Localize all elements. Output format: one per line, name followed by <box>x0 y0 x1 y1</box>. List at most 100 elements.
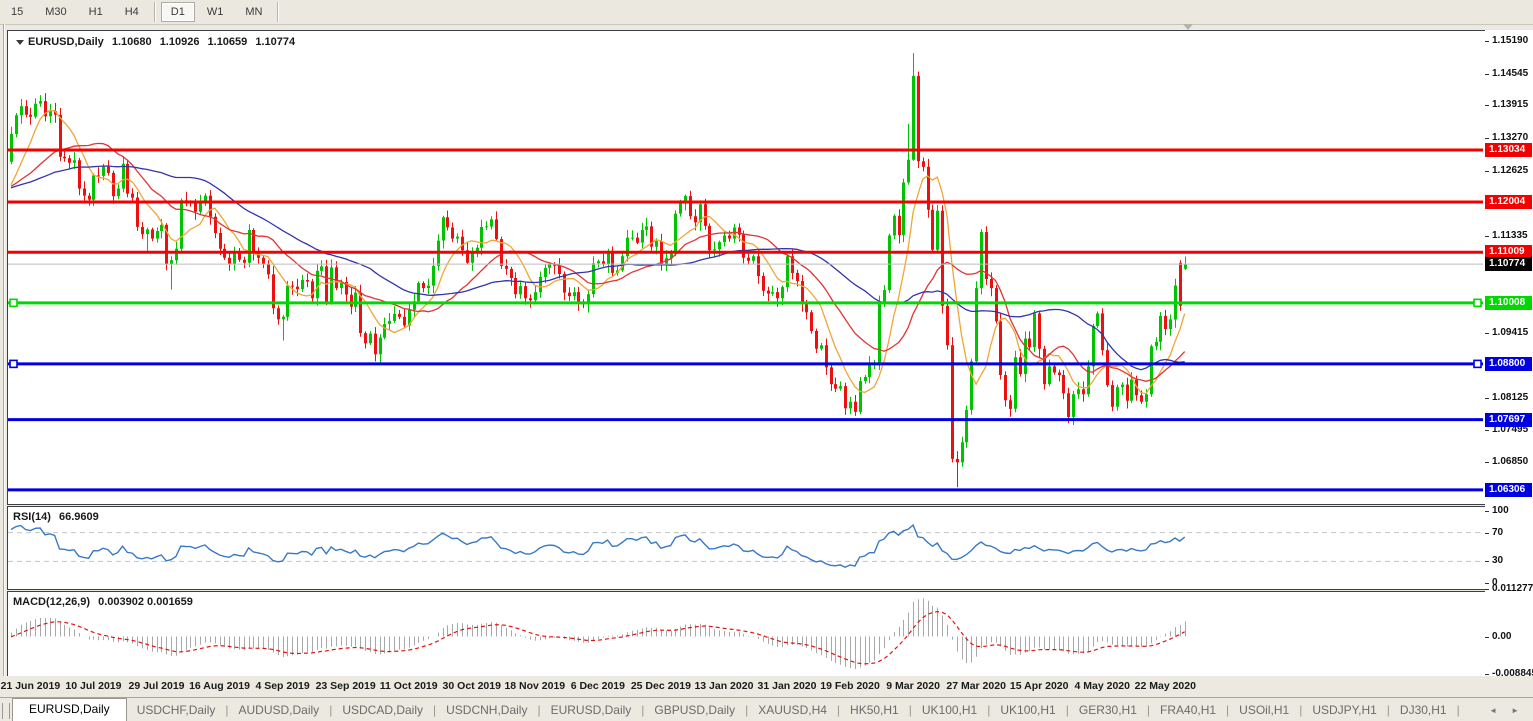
candle-bodies-down <box>25 75 1182 463</box>
timeframe-button-w1[interactable]: W1 <box>206 6 224 18</box>
timeframe-button-h1[interactable]: H1 <box>88 6 103 18</box>
ohlc-high: 1.10926 <box>159 36 200 48</box>
symbol-dropdown-icon[interactable] <box>16 40 24 45</box>
price-tick: 1.13915 <box>1492 99 1529 111</box>
main-chart-panel[interactable]: EURUSD,Daily 1.10680 1.10926 1.10659 1.1… <box>7 30 1486 505</box>
tab-eurusd-daily[interactable]: EURUSD,Daily <box>12 698 127 721</box>
tab-separator: | <box>225 703 229 717</box>
rsi-tick: 100 <box>1492 505 1509 516</box>
tab-uk100-h1[interactable]: UK100,H1 <box>1000 703 1056 717</box>
rsi-indicator-panel[interactable]: RSI(14) 66.9609 <box>7 506 1486 590</box>
tab-bar-grip <box>2 703 10 719</box>
rsi-canvas[interactable] <box>8 507 1483 587</box>
price-badge-1.10008[interactable]: 1.10008 <box>1485 295 1532 310</box>
macd-label: MACD(12,26,9) 0.003902 0.001659 <box>13 596 193 608</box>
tab-usdcad-daily[interactable]: USDCAD,Daily <box>342 703 423 717</box>
date-label-17: 4 May 2020 <box>1074 680 1130 692</box>
date-label-10: 25 Dec 2019 <box>630 680 691 692</box>
tab-usdchf-daily[interactable]: USDCHF,Daily <box>136 703 216 717</box>
macd-tick-tick <box>1485 674 1489 676</box>
tab-hk50-h1[interactable]: HK50,H1 <box>850 703 899 717</box>
date-label-11: 13 Jan 2020 <box>694 680 754 692</box>
level-handle[interactable] <box>9 359 18 369</box>
window-edge-line <box>3 24 4 697</box>
chart-tab-bar: EURUSD,Daily USDCHF,Daily | AUDUSD,Daily | US… <box>0 697 1533 721</box>
price-badge-1.11009[interactable]: 1.11009 <box>1485 245 1532 260</box>
rsi-tick-tick <box>1485 511 1489 512</box>
timeframe-button-h4[interactable]: H4 <box>124 6 139 18</box>
date-label-12: 31 Jan 2020 <box>757 680 817 692</box>
timeframe-button-d1[interactable]: D1 <box>160 2 195 22</box>
tab-scroll-right-icon[interactable]: ► <box>1511 706 1519 715</box>
tab-usoil-h1[interactable]: USOil,H1 <box>1239 703 1290 717</box>
rsi-value: 66.9609 <box>58 511 99 523</box>
tab-separator: | <box>433 703 437 717</box>
date-label-7: 30 Oct 2019 <box>442 680 501 692</box>
macd-tick: 0.00 <box>1492 630 1512 642</box>
macd-signal-line <box>10 610 1185 665</box>
tab-separator: | <box>641 703 645 717</box>
macd-indicator-panel[interactable]: MACD(12,26,9) 0.003902 0.001659 <box>7 591 1486 678</box>
toolbar-separator <box>153 2 156 22</box>
price-chart-canvas[interactable] <box>8 31 1483 502</box>
tab-usdjpy-h1[interactable]: USDJPY,H1 <box>1312 703 1377 717</box>
tab-separator: | <box>1146 703 1151 717</box>
price-tick: 1.08125 <box>1492 391 1529 403</box>
price-tick: 1.06850 <box>1492 456 1529 468</box>
moving-average-40 <box>10 165 1185 371</box>
tab-scroll-left-icon[interactable]: ◄ <box>1489 706 1498 715</box>
tab-eurusd-daily[interactable]: EURUSD,Daily <box>550 703 632 717</box>
date-label-0: 21 Jun 2019 <box>0 680 61 692</box>
chart-title: EURUSD,Daily 1.10680 1.10926 1.10659 1.1… <box>28 36 295 48</box>
rsi-name: RSI(14) <box>13 511 51 523</box>
tab-dj30-h1[interactable]: DJ30,H1 <box>1399 703 1447 717</box>
macd-canvas[interactable] <box>8 592 1483 675</box>
price-tick-tick <box>1485 332 1489 334</box>
price-badge-1.08800[interactable]: 1.08800 <box>1485 356 1532 371</box>
price-tick-tick <box>1485 235 1489 237</box>
price-tick-tick <box>1485 429 1489 431</box>
price-tick-tick <box>1485 462 1489 464</box>
chart-scroll-marker-icon[interactable] <box>1183 24 1193 30</box>
tab-uk100-h1[interactable]: UK100,H1 <box>921 703 978 717</box>
timeframe-button-m30[interactable]: M30 <box>45 6 67 18</box>
tab-audusd-daily[interactable]: AUDUSD,Daily <box>238 703 320 717</box>
macd-tick: -0.008845 <box>1492 668 1533 680</box>
toolbar-separator <box>277 2 280 22</box>
timeframe-button-15[interactable]: 15 <box>11 6 24 18</box>
price-badge-1.06306[interactable]: 1.06306 <box>1485 482 1532 497</box>
price-tick: 1.09415 <box>1492 326 1529 338</box>
price-badge-1.12004[interactable]: 1.12004 <box>1485 194 1532 209</box>
timeframe-button-mn[interactable]: MN <box>245 6 263 18</box>
price-tick: 1.13270 <box>1492 132 1529 144</box>
tab-usdcnh-daily[interactable]: USDCNH,Daily <box>446 703 528 717</box>
price-badge-1.13034[interactable]: 1.13034 <box>1485 142 1532 157</box>
price-axis[interactable]: 1.15190 1.14545 1.13915 1.13270 1.12625 1.113… <box>1485 30 1533 679</box>
rsi-label: RSI(14) 66.9609 <box>13 511 99 523</box>
price-badge-1.07697[interactable]: 1.07697 <box>1485 412 1532 427</box>
tab-xauusd-h4[interactable]: XAUUSD,H4 <box>758 703 827 717</box>
rsi-tick-tick <box>1485 583 1489 584</box>
date-label-14: 9 Mar 2020 <box>886 680 940 692</box>
current-price-badge[interactable]: 1.10774 <box>1485 257 1532 272</box>
tab-separator: | <box>836 703 841 717</box>
date-label-9: 6 Dec 2019 <box>570 680 625 692</box>
date-label-16: 15 Apr 2020 <box>1009 680 1069 692</box>
date-label-6: 11 Oct 2019 <box>379 680 438 692</box>
moving-average-20 <box>10 142 1186 382</box>
tab-gbpusd-daily[interactable]: GBPUSD,Daily <box>654 703 736 717</box>
date-axis[interactable]: 21 Jun 2019 10 Jul 2019 29 Jul 2019 16 Aug … <box>0 676 1533 697</box>
macd-tick: 0.011277 <box>1492 582 1533 594</box>
date-label-3: 16 Aug 2019 <box>189 680 250 692</box>
tab-scroll-arrows: ◄ ► <box>1489 706 1533 721</box>
tab-separator: | <box>1065 703 1069 717</box>
level-handle[interactable] <box>1473 298 1482 308</box>
tab-separator: | <box>537 703 541 717</box>
rsi-tick: 0 <box>1492 577 1498 588</box>
tab-fra40-h1[interactable]: FRA40,H1 <box>1160 703 1217 717</box>
tab-ger30-h1[interactable]: GER30,H1 <box>1078 703 1137 717</box>
tab-separator: | <box>1226 703 1230 717</box>
level-handle[interactable] <box>9 298 18 308</box>
price-tick-tick <box>1485 397 1489 399</box>
level-handle[interactable] <box>1473 359 1482 369</box>
